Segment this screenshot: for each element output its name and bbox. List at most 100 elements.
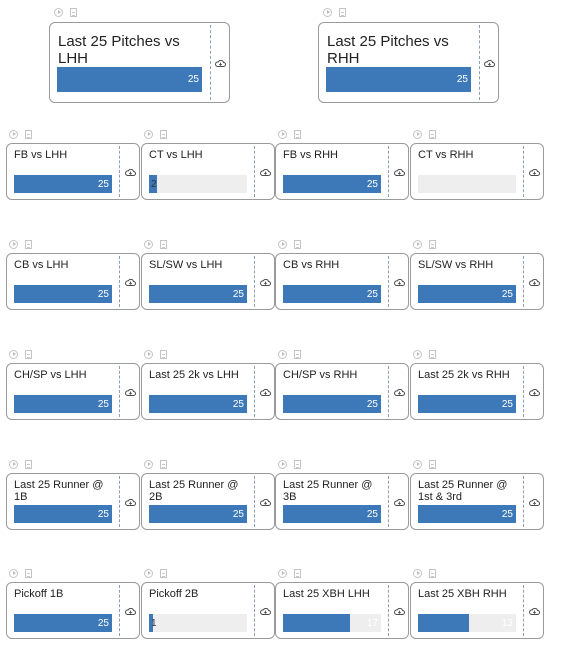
- doc-icon[interactable]: [25, 459, 32, 469]
- tile-card[interactable]: SL/SW vs LHH 25: [141, 253, 275, 310]
- cloud-download-icon[interactable]: [124, 498, 136, 506]
- play-icon[interactable]: [9, 239, 18, 249]
- doc-icon[interactable]: [160, 129, 167, 139]
- tile-card[interactable]: Last 25 Runner @ 1st & 3rd 25: [410, 473, 544, 530]
- progress-value: 25: [366, 508, 378, 520]
- doc-icon[interactable]: [160, 239, 167, 249]
- doc-icon[interactable]: [294, 349, 301, 359]
- play-icon[interactable]: [144, 349, 153, 359]
- cloud-download-icon[interactable]: [393, 278, 405, 286]
- tile-card[interactable]: FB vs RHH 25: [275, 143, 409, 200]
- play-icon[interactable]: [278, 349, 287, 359]
- cloud-download-icon[interactable]: [124, 278, 136, 286]
- play-icon[interactable]: [413, 239, 422, 249]
- doc-icon[interactable]: [429, 459, 436, 469]
- tile-card[interactable]: CH/SP vs LHH 25: [6, 363, 140, 420]
- play-icon[interactable]: [9, 568, 18, 578]
- tile-card[interactable]: SL/SW vs RHH 25: [410, 253, 544, 310]
- doc-icon[interactable]: [429, 349, 436, 359]
- play-icon[interactable]: [144, 459, 153, 469]
- doc-icon[interactable]: [429, 129, 436, 139]
- cloud-download-icon[interactable]: [528, 498, 540, 506]
- cloud-download-icon[interactable]: [259, 388, 271, 396]
- tile-card[interactable]: CH/SP vs RHH 25: [275, 363, 409, 420]
- cloud-download-icon[interactable]: [124, 388, 136, 396]
- tile-card[interactable]: Last 25 XBH LHH 17: [275, 582, 409, 639]
- tile-toolbar: [144, 128, 167, 140]
- tile-card[interactable]: Last 25 Runner @ 2B 25: [141, 473, 275, 530]
- play-icon[interactable]: [278, 459, 287, 469]
- cloud-download-icon[interactable]: [528, 388, 540, 396]
- cloud-download-icon[interactable]: [528, 607, 540, 615]
- play-icon[interactable]: [54, 7, 63, 17]
- play-icon[interactable]: [9, 349, 18, 359]
- play-icon[interactable]: [9, 459, 18, 469]
- tile-card[interactable]: Last 25 Runner @ 3B 25: [275, 473, 409, 530]
- cloud-download-icon[interactable]: [215, 59, 226, 67]
- doc-icon[interactable]: [25, 568, 32, 578]
- doc-icon[interactable]: [294, 568, 301, 578]
- tile-card[interactable]: CT vs LHH 2: [141, 143, 275, 200]
- play-icon[interactable]: [323, 7, 332, 17]
- metric-tile: Last 25 Runner @ 2B 25: [141, 458, 275, 530]
- doc-icon[interactable]: [160, 459, 167, 469]
- play-icon[interactable]: [413, 568, 422, 578]
- tile-card[interactable]: CB vs LHH 25: [6, 253, 140, 310]
- tile-card[interactable]: Last 25 Pitches vs LHH 25: [49, 22, 230, 103]
- tile-title: Last 25 Runner @ 1B: [14, 479, 104, 503]
- progress-fill: [418, 395, 516, 413]
- tile-card[interactable]: Last 25 2k vs LHH 25: [141, 363, 275, 420]
- doc-icon[interactable]: [294, 459, 301, 469]
- cloud-download-icon[interactable]: [259, 607, 271, 615]
- tile-card[interactable]: Last 25 2k vs RHH 25: [410, 363, 544, 420]
- doc-icon[interactable]: [160, 349, 167, 359]
- cloud-download-icon[interactable]: [528, 168, 540, 176]
- doc-icon[interactable]: [70, 7, 77, 17]
- doc-icon[interactable]: [294, 239, 301, 249]
- play-icon[interactable]: [413, 349, 422, 359]
- tile-card[interactable]: Last 25 Runner @ 1B 25: [6, 473, 140, 530]
- tile-card[interactable]: Pickoff 1B 25: [6, 582, 140, 639]
- doc-icon[interactable]: [25, 349, 32, 359]
- cloud-download-icon[interactable]: [484, 59, 495, 67]
- cloud-download-icon[interactable]: [259, 168, 271, 176]
- tile-divider: [388, 366, 389, 417]
- play-icon[interactable]: [413, 129, 422, 139]
- cloud-download-icon[interactable]: [528, 278, 540, 286]
- doc-icon[interactable]: [429, 568, 436, 578]
- progress-bar: 25: [418, 505, 516, 523]
- cloud-download-icon[interactable]: [259, 278, 271, 286]
- cloud-download-icon[interactable]: [124, 607, 136, 615]
- tile-toolbar: [413, 458, 436, 470]
- progress-fill: [149, 175, 157, 193]
- play-icon[interactable]: [413, 459, 422, 469]
- play-icon[interactable]: [144, 239, 153, 249]
- doc-icon[interactable]: [339, 7, 346, 17]
- cloud-download-icon[interactable]: [259, 498, 271, 506]
- play-icon[interactable]: [9, 129, 18, 139]
- cloud-download-icon[interactable]: [393, 498, 405, 506]
- play-icon[interactable]: [278, 129, 287, 139]
- play-icon[interactable]: [278, 568, 287, 578]
- tile-card[interactable]: Last 25 XBH RHH 13: [410, 582, 544, 639]
- doc-icon[interactable]: [25, 239, 32, 249]
- cloud-download-icon[interactable]: [393, 388, 405, 396]
- doc-icon[interactable]: [429, 239, 436, 249]
- tile-title: Last 25 Runner @ 2B: [149, 479, 239, 503]
- tile-card[interactable]: Pickoff 2B 1: [141, 582, 275, 639]
- play-icon[interactable]: [144, 568, 153, 578]
- tile-card[interactable]: CB vs RHH 25: [275, 253, 409, 310]
- tile-card[interactable]: CT vs RHH: [410, 143, 544, 200]
- tile-card[interactable]: FB vs LHH 25: [6, 143, 140, 200]
- cloud-download-icon[interactable]: [124, 168, 136, 176]
- play-icon[interactable]: [278, 239, 287, 249]
- tile-title: FB vs LHH: [14, 149, 68, 161]
- tile-card[interactable]: Last 25 Pitches vs RHH 25: [318, 22, 499, 103]
- doc-icon[interactable]: [25, 129, 32, 139]
- tile-divider: [388, 585, 389, 636]
- cloud-download-icon[interactable]: [393, 168, 405, 176]
- cloud-download-icon[interactable]: [393, 607, 405, 615]
- play-icon[interactable]: [144, 129, 153, 139]
- doc-icon[interactable]: [160, 568, 167, 578]
- doc-icon[interactable]: [294, 129, 301, 139]
